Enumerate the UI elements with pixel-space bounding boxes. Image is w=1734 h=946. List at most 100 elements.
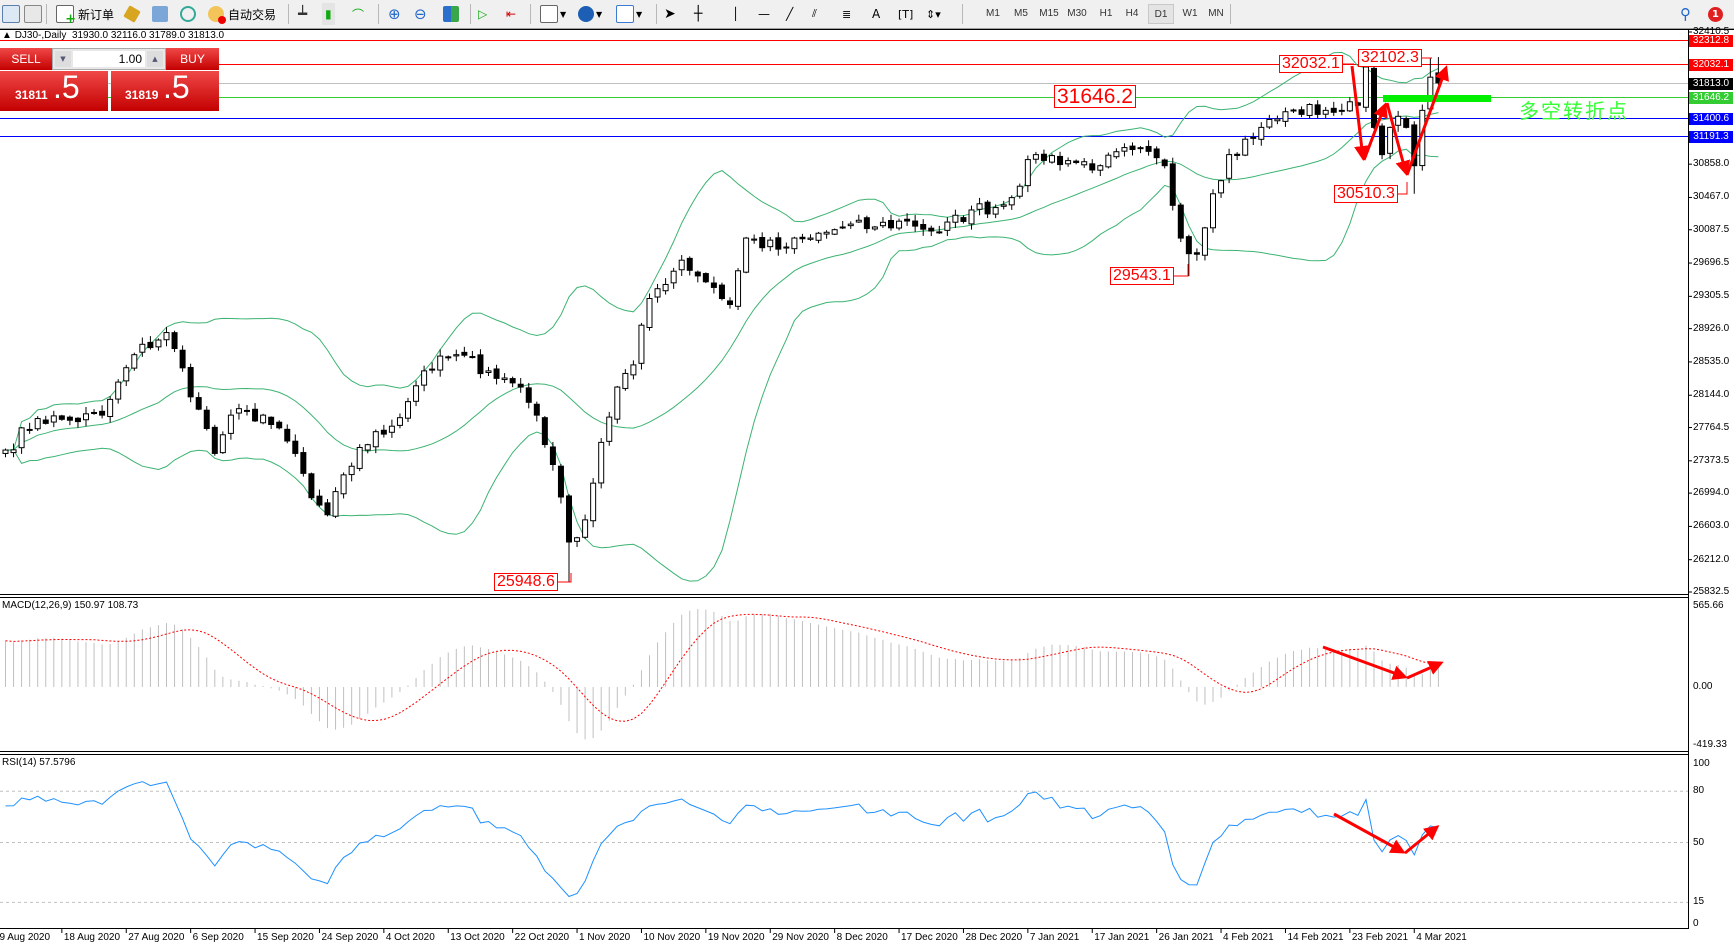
candle-body-bullish bbox=[1121, 147, 1128, 152]
date-axis-label: 17 Dec 2020 bbox=[901, 932, 958, 943]
zoom-out-icon[interactable]: ⊖ bbox=[414, 5, 427, 23]
candle bbox=[26, 422, 33, 434]
tile-windows-icon[interactable] bbox=[443, 3, 459, 25]
candle-body-bearish bbox=[1314, 104, 1321, 115]
buy-button[interactable]: BUY bbox=[166, 48, 219, 70]
candle bbox=[928, 225, 935, 237]
zoom-in-icon[interactable]: ⊕ bbox=[388, 5, 401, 23]
arrows-icon[interactable]: ⇕▾ bbox=[926, 7, 941, 21]
candle bbox=[614, 385, 621, 424]
candle-body-bearish bbox=[74, 417, 81, 423]
bar-chart-icon[interactable]: ┷ bbox=[298, 5, 308, 23]
candle-body-bullish bbox=[1242, 138, 1249, 156]
candle-body-bullish bbox=[405, 401, 411, 419]
signals-icon[interactable] bbox=[180, 3, 196, 25]
candle-body-bearish bbox=[26, 428, 33, 431]
notifications-button[interactable]: 1 bbox=[1708, 3, 1723, 25]
candle bbox=[155, 338, 162, 351]
trendline-icon[interactable]: ╱ bbox=[786, 7, 794, 21]
equidistant-channel-icon[interactable]: ⫽ bbox=[812, 7, 817, 20]
period-w1-button[interactable]: W1 bbox=[1182, 8, 1198, 19]
candle-body-bearish bbox=[469, 356, 476, 359]
line-chart-icon[interactable]: ⌒ bbox=[352, 7, 365, 22]
candle bbox=[284, 424, 291, 444]
templates-icon[interactable]: ▼ bbox=[616, 3, 642, 25]
candle-body-bullish bbox=[1065, 160, 1072, 165]
auto-scroll-icon[interactable]: ▷ bbox=[478, 7, 488, 21]
chart-shift-icon[interactable]: ⇤ bbox=[506, 7, 517, 21]
annotation-low-3[interactable]: 25948.6 bbox=[494, 573, 558, 591]
candle-body-bullish bbox=[767, 239, 774, 248]
candle bbox=[10, 443, 17, 458]
annotation-low-2[interactable]: 29543.1 bbox=[1110, 267, 1174, 285]
candle-body-bearish bbox=[686, 257, 693, 271]
candle-body-bullish bbox=[372, 431, 379, 448]
horizontal-line-icon[interactable]: — bbox=[758, 7, 770, 21]
auto-trading-button[interactable]: 自动交易 bbox=[208, 3, 276, 25]
period-h1-button[interactable]: H1 bbox=[1099, 8, 1113, 19]
candle-body-bearish bbox=[66, 416, 73, 421]
crosshair-icon[interactable]: ┼ bbox=[694, 6, 703, 22]
text-icon[interactable]: A bbox=[872, 7, 881, 21]
periods-clock-icon[interactable]: ▼ bbox=[578, 3, 602, 25]
candle bbox=[1387, 126, 1394, 160]
pivot-text[interactable]: 多空转折点 bbox=[1519, 99, 1629, 123]
vertical-line-icon[interactable]: │ bbox=[732, 7, 740, 21]
indicators-icon[interactable]: ▼ bbox=[540, 3, 566, 25]
search-icon[interactable]: ⚲ bbox=[1680, 5, 1691, 23]
candle-body-bearish bbox=[912, 220, 919, 227]
candlestick-chart-icon[interactable]: ▮ bbox=[322, 3, 335, 25]
period-m1-button[interactable]: M1 bbox=[986, 8, 1000, 19]
period-m5-button[interactable]: M5 bbox=[1014, 8, 1028, 19]
text-label-icon[interactable]: [T] bbox=[898, 7, 914, 21]
print-preview-icon[interactable] bbox=[24, 3, 42, 25]
annotation-pivot-level[interactable]: 31646.2 bbox=[1054, 85, 1136, 108]
candle-body-bullish bbox=[992, 207, 999, 215]
candle-body-bullish bbox=[1362, 66, 1369, 108]
candle bbox=[678, 255, 685, 276]
period-mn-button[interactable]: MN bbox=[1208, 8, 1224, 19]
date-axis-label: 18 Aug 2020 bbox=[63, 932, 121, 943]
candle bbox=[751, 234, 758, 244]
auto-trading-icon bbox=[208, 6, 226, 24]
candle-body-bearish bbox=[429, 368, 436, 371]
period-d1-button[interactable]: D1 bbox=[1148, 4, 1174, 24]
sell-button[interactable]: SELL bbox=[0, 48, 52, 70]
annotation-low-1[interactable]: 30510.3 bbox=[1334, 185, 1398, 203]
price-axis-label: 26994.0 bbox=[1693, 487, 1730, 499]
annotation-high-2[interactable]: 32102.3 bbox=[1358, 49, 1422, 67]
lot-decrease-button[interactable]: ▼ bbox=[55, 51, 71, 67]
candle-body-bullish bbox=[388, 425, 395, 433]
period-m15-button[interactable]: M15 bbox=[1039, 8, 1059, 19]
collapse-triangle-icon[interactable]: ▲ bbox=[2, 30, 15, 41]
navigator-icon[interactable] bbox=[152, 3, 168, 25]
candle bbox=[743, 236, 750, 274]
rsi-axis-label: 0 bbox=[1693, 918, 1699, 929]
candle bbox=[477, 349, 484, 379]
candle-body-bullish bbox=[131, 354, 138, 369]
fibonacci-icon[interactable]: ≣ bbox=[842, 7, 852, 21]
candle-body-bearish bbox=[195, 397, 202, 410]
lot-increase-button[interactable]: ▲ bbox=[147, 51, 163, 67]
annotation-high-1[interactable]: 32032.1 bbox=[1279, 55, 1343, 73]
sell-price-button[interactable]: 31811 .5 bbox=[0, 69, 108, 111]
candle bbox=[453, 349, 460, 362]
period-m30-button[interactable]: M30 bbox=[1067, 8, 1087, 19]
buy-price-button[interactable]: 31819 .5 bbox=[111, 69, 219, 111]
candle bbox=[654, 283, 661, 303]
candle-body-bearish bbox=[380, 429, 387, 435]
period-h4-button[interactable]: H4 bbox=[1125, 8, 1139, 19]
rsi-label: RSI(14) 57.5796 bbox=[2, 757, 76, 768]
lot-input[interactable]: 1.00 bbox=[73, 51, 145, 67]
bollinger-lower-band bbox=[5, 148, 1439, 582]
cursor-icon[interactable]: ➤ bbox=[664, 6, 676, 22]
candle-body-bullish bbox=[1105, 154, 1112, 168]
toolbar-separator bbox=[288, 4, 289, 24]
menu-icon[interactable] bbox=[2, 3, 20, 25]
candle-body-bullish bbox=[630, 364, 637, 376]
price-axis-label: 26212.0 bbox=[1693, 553, 1730, 565]
drawn-arrows bbox=[1322, 65, 1449, 855]
new-order-button[interactable]: + 新订单 bbox=[56, 3, 114, 26]
rsi-axis-label: 80 bbox=[1693, 785, 1705, 797]
